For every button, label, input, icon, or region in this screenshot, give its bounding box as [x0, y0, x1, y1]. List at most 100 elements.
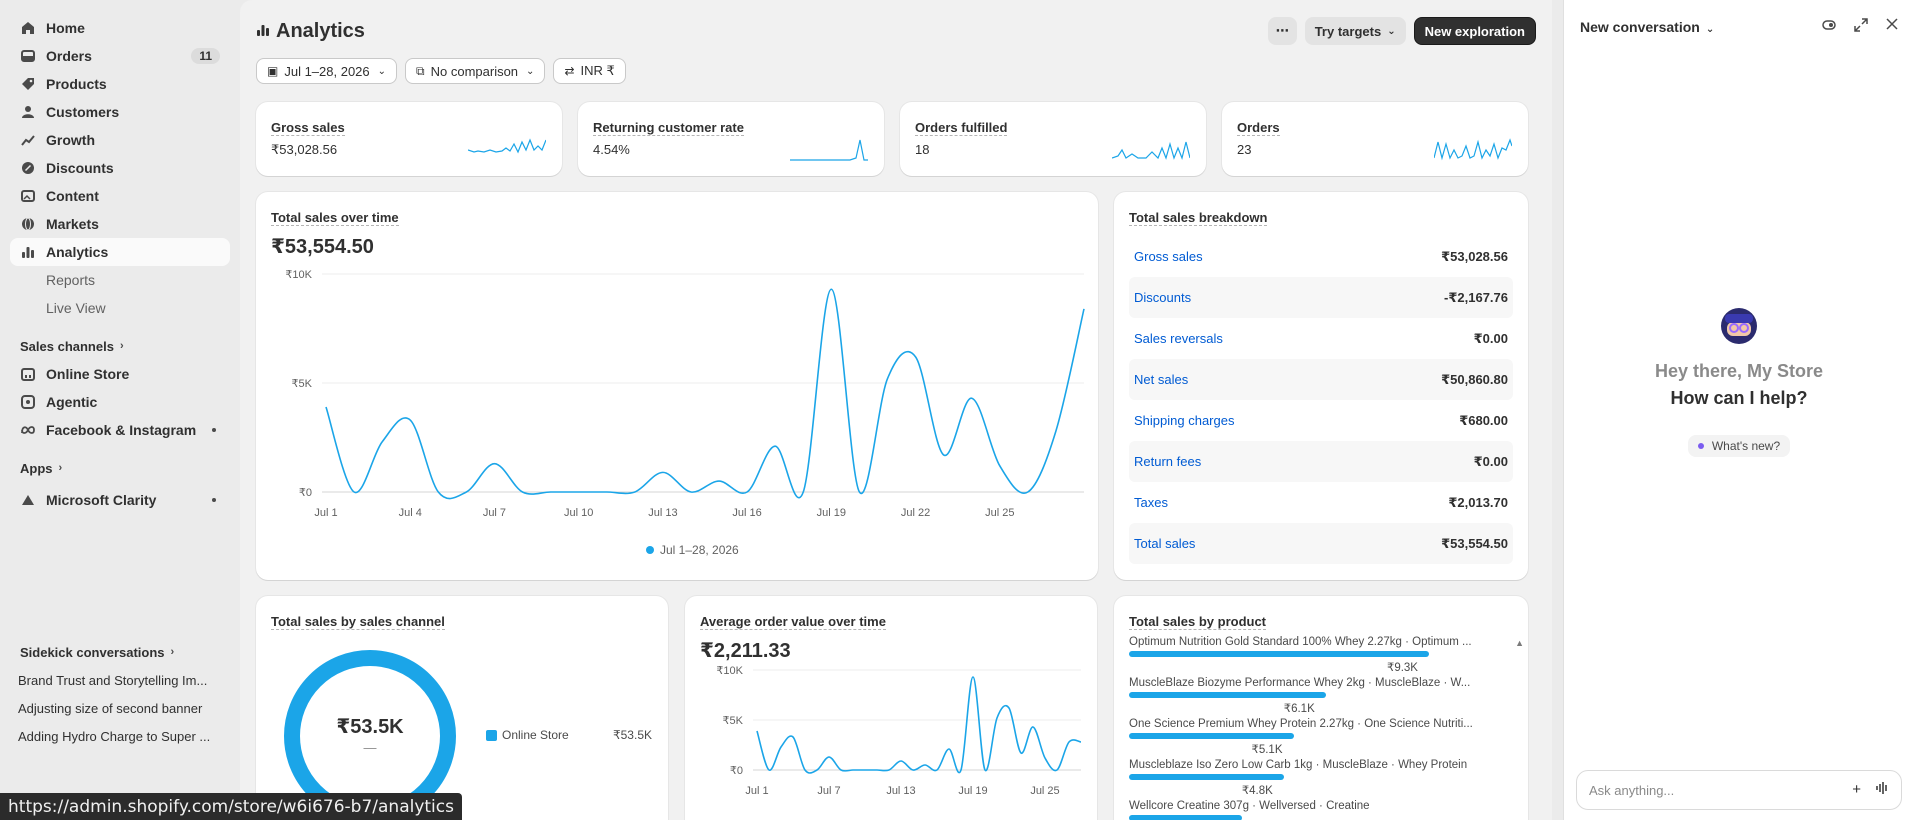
- card-title[interactable]: Total sales by product: [1129, 614, 1267, 630]
- sidebar-item-agentic[interactable]: Agentic: [10, 388, 230, 416]
- conversation-item[interactable]: Adjusting size of second banner: [18, 700, 203, 716]
- kpi-orders-fulfilled[interactable]: Orders fulfilled 18: [900, 102, 1206, 176]
- voice-icon[interactable]: [1875, 781, 1889, 799]
- ask-input[interactable]: Ask anything... +: [1576, 770, 1902, 810]
- sidebar-item-discounts[interactable]: Discounts: [10, 154, 230, 182]
- new-exploration-button[interactable]: New exploration: [1413, 17, 1536, 45]
- breakdown-metric-link[interactable]: Discounts: [1134, 290, 1192, 305]
- more-actions-button[interactable]: ⋯: [1267, 17, 1297, 45]
- dot-icon: [1697, 443, 1704, 449]
- sidebar-item-label: Home: [46, 20, 85, 36]
- close-icon[interactable]: [1886, 18, 1898, 35]
- kpi-orders[interactable]: Orders 23: [1222, 102, 1528, 176]
- bar-chart-icon: [256, 20, 270, 43]
- y-tick-label: ₹0: [730, 765, 743, 777]
- sidebar-item-label: Products: [46, 76, 107, 92]
- breakdown-value: ₹50,860.80: [1441, 371, 1508, 387]
- sidebar-item-customers[interactable]: Customers: [10, 98, 230, 126]
- toggle-icon[interactable]: [1822, 18, 1836, 35]
- breakdown-metric-link[interactable]: Gross sales: [1134, 249, 1203, 264]
- scroll-up-icon[interactable]: ▲: [1515, 638, 1524, 648]
- breakdown-metric-link[interactable]: Sales reversals: [1134, 331, 1223, 346]
- conversation-item[interactable]: Adding Hydro Charge to Super ...: [18, 728, 211, 744]
- product-bar-row: [1129, 815, 1498, 820]
- expand-icon[interactable]: [1854, 18, 1868, 35]
- x-tick-label: Jul 4: [399, 507, 422, 519]
- product-bar-item[interactable]: Optimum Nutrition Gold Standard 100% Whe…: [1129, 636, 1498, 677]
- breakdown-value: ₹53,028.56: [1441, 248, 1508, 264]
- breakdown-metric-link[interactable]: Taxes: [1134, 495, 1168, 510]
- button-label: Jul 1–28, 2026: [284, 63, 370, 79]
- sidebar-item-live-view[interactable]: Live View: [46, 300, 106, 316]
- date-range-button[interactable]: ▣ Jul 1–28, 2026 ⌄: [256, 58, 398, 84]
- breakdown-row[interactable]: Sales reversals ₹0.00: [1129, 318, 1513, 359]
- breakdown-row[interactable]: Total sales ₹53,554.50: [1129, 523, 1513, 564]
- ask-placeholder: Ask anything...: [1589, 782, 1675, 798]
- total-sales-breakdown-card: Total sales breakdown Gross sales ₹53,028…: [1114, 192, 1528, 580]
- currency-button[interactable]: ⇄ INR ₹: [553, 58, 626, 84]
- comparison-button[interactable]: ⧉ No comparison ⌄: [405, 58, 546, 84]
- breakdown-row[interactable]: Return fees ₹0.00: [1129, 441, 1513, 482]
- product-bar-item[interactable]: MuscleBlaze Biozyme Performance Whey 2kg…: [1129, 677, 1498, 718]
- card-title[interactable]: Average order value over time: [700, 614, 886, 630]
- legend-value: ₹53.5K: [613, 728, 652, 742]
- aov-over-time-card: Average order value over time ₹2,211.33 …: [685, 596, 1097, 820]
- sidebar-item-growth[interactable]: Growth: [10, 126, 230, 154]
- try-targets-button[interactable]: Try targets ⌄: [1304, 17, 1406, 45]
- kpi-gross-sales[interactable]: Gross sales ₹53,028.56: [256, 102, 562, 176]
- card-title[interactable]: Total sales breakdown: [1129, 210, 1268, 226]
- product-bar: [1129, 774, 1284, 780]
- product-bar-item[interactable]: Wellcore Creatine 307g · Wellversed · Cr…: [1129, 800, 1498, 820]
- card-title[interactable]: Total sales over time: [271, 210, 399, 226]
- orders-count-badge: 11: [191, 48, 220, 64]
- store-icon: [20, 366, 36, 382]
- sidebar-item-products[interactable]: Products: [10, 70, 230, 98]
- whats-new-button[interactable]: What's new?: [1687, 435, 1791, 457]
- kpi-returning-customer-rate[interactable]: Returning customer rate 4.54%: [578, 102, 884, 176]
- plus-icon[interactable]: +: [1852, 781, 1861, 798]
- main-content: Analytics ⋯ Try targets ⌄ New exploration…: [240, 0, 1552, 820]
- sidebar-item-orders[interactable]: Orders 11: [10, 42, 230, 70]
- sales-channels-header[interactable]: Sales channels ›: [10, 332, 230, 360]
- product-bar-item[interactable]: Muscleblaze Iso Zero Low Carb 1kg · Musc…: [1129, 759, 1498, 800]
- breakdown-metric-link[interactable]: Return fees: [1134, 454, 1202, 469]
- sidebar-item-label: Customers: [46, 104, 120, 120]
- sidebar-item-label: Agentic: [46, 394, 98, 410]
- conversation-item[interactable]: Brand Trust and Storytelling Im...: [18, 672, 208, 688]
- sidekick-conversations-header[interactable]: Sidekick conversations ›: [10, 638, 230, 666]
- sidebar-item-home[interactable]: Home: [10, 14, 230, 42]
- conversation-selector[interactable]: New conversation ⌄: [1580, 19, 1714, 35]
- legend-label: Online Store: [502, 728, 569, 742]
- breakdown-metric-link[interactable]: Total sales: [1134, 536, 1196, 551]
- sidebar-item-microsoft-clarity[interactable]: Microsoft Clarity: [10, 486, 230, 514]
- apps-header[interactable]: Apps ›: [10, 454, 230, 482]
- product-bar-item[interactable]: One Science Premium Whey Protein 2.27kg …: [1129, 718, 1498, 759]
- breakdown-row[interactable]: Taxes ₹2,013.70: [1129, 482, 1513, 523]
- breakdown-row[interactable]: Gross sales ₹53,028.56: [1129, 236, 1513, 277]
- bar-chart-icon: [20, 244, 36, 260]
- status-bar-url: https://admin.shopify.com/store/w6i676-b…: [0, 793, 462, 820]
- product-name: Wellcore Creatine 307g · Wellversed · Cr…: [1129, 800, 1370, 812]
- sidebar-item-markets[interactable]: Markets: [10, 210, 230, 238]
- sidebar-item-analytics[interactable]: Analytics: [10, 238, 230, 266]
- legend-swatch: [486, 729, 497, 741]
- sidebar-item-facebook-instagram[interactable]: Facebook & Instagram: [10, 416, 230, 444]
- chevron-down-icon: ⌄: [1705, 23, 1715, 35]
- button-label: Try targets: [1314, 23, 1382, 39]
- breakdown-metric-link[interactable]: Shipping charges: [1134, 413, 1235, 428]
- breakdown-row[interactable]: Net sales ₹50,860.80: [1129, 359, 1513, 400]
- breakdown-metric-link[interactable]: Net sales: [1134, 372, 1189, 387]
- breakdown-row[interactable]: Discounts -₹2,167.76: [1129, 277, 1513, 318]
- kpi-value: 18: [915, 142, 930, 157]
- greeting-line-1: Hey there, My Store: [1654, 361, 1824, 381]
- kpi-sparkline: [1434, 138, 1512, 161]
- sidebar-item-content[interactable]: Content: [10, 182, 230, 210]
- product-bar: [1129, 692, 1326, 698]
- card-title[interactable]: Total sales by sales channel: [271, 614, 445, 630]
- sidebar-item-reports[interactable]: Reports: [46, 272, 96, 288]
- sidebar-item-online-store[interactable]: Online Store: [10, 360, 230, 388]
- breakdown-row[interactable]: Shipping charges ₹680.00: [1129, 400, 1513, 441]
- product-value-label: ₹6.1K: [1283, 703, 1315, 715]
- page-title-text: Analytics: [276, 19, 365, 42]
- sidebar-item-label: Online Store: [46, 366, 130, 382]
